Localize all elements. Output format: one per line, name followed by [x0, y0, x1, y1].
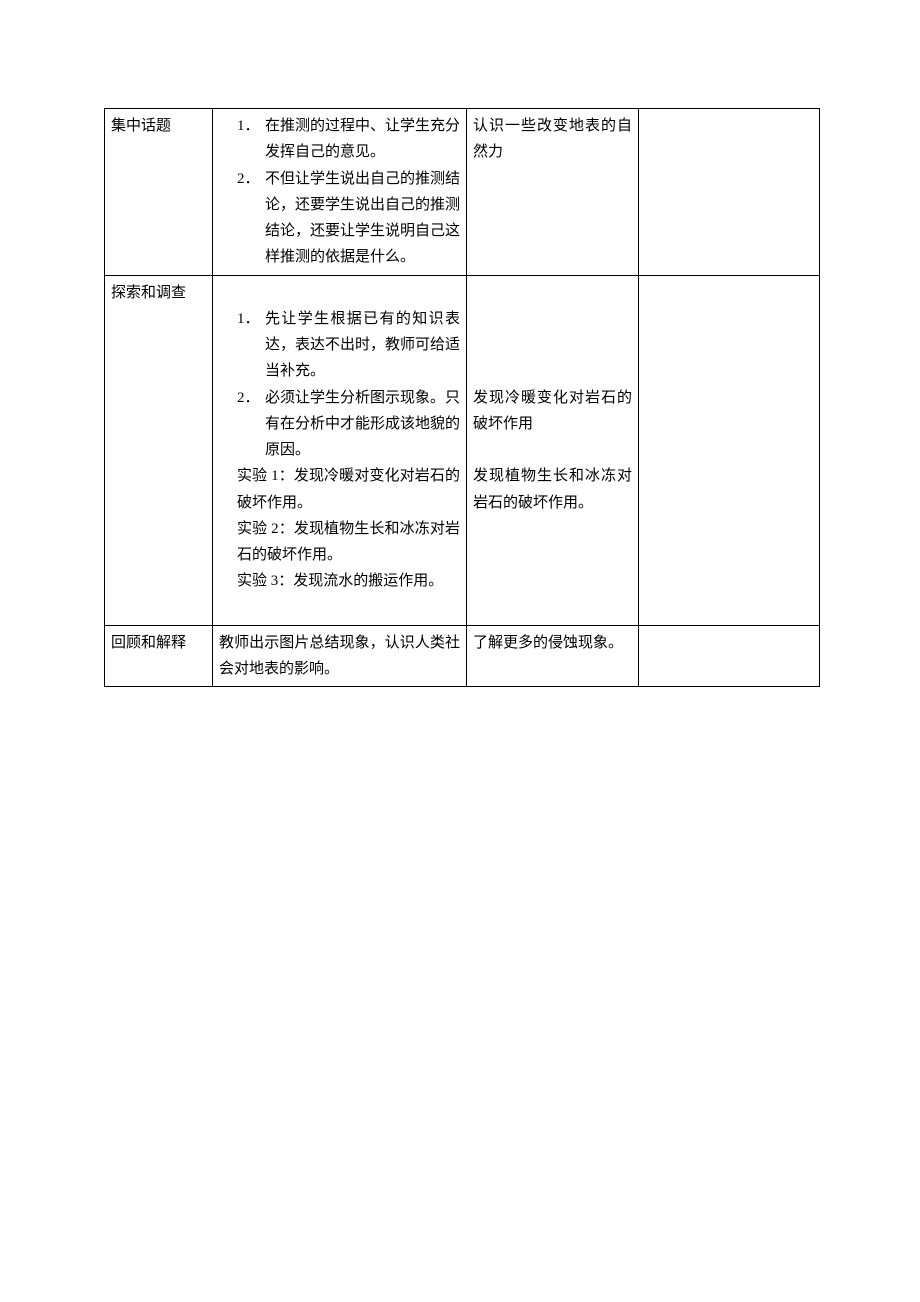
- phase-cell: 探索和调查: [105, 275, 213, 625]
- teacher-activity-cell: 1． 先让学生根据已有的知识表达，表达不出时，教师可给适当补充。 2． 必须让学…: [213, 275, 467, 625]
- student-activity-text: 认识一些改变地表的自然力: [473, 113, 632, 166]
- blank-line: [473, 358, 632, 384]
- student-activity-cell: 了解更多的侵蚀现象。: [467, 625, 639, 687]
- phase-cell: 集中话题: [105, 109, 213, 276]
- student-activity-text: 发现冷暖变化对岩石的破坏作用: [473, 385, 632, 438]
- blank-line: [219, 280, 460, 306]
- blank-line: [473, 437, 632, 463]
- teacher-activity-cell: 1． 在推测的过程中、让学生充分发挥自己的意见。 2． 不但让学生说出自己的推测…: [213, 109, 467, 276]
- table-row: 集中话题 1． 在推测的过程中、让学生充分发挥自己的意见。 2． 不但让学生说出…: [105, 109, 820, 276]
- student-activity-cell: 认识一些改变地表的自然力: [467, 109, 639, 276]
- student-activity-text: 发现植物生长和冰冻对岩石的破坏作用。: [473, 463, 632, 516]
- list-number: 2．: [237, 385, 265, 464]
- phase-label: 探索和调查: [111, 285, 186, 301]
- phase-cell: 回顾和解释: [105, 625, 213, 687]
- phase-label: 集中话题: [111, 118, 171, 134]
- experiment-text: 实验 3：发现流水的搬运作用。: [219, 568, 460, 594]
- list-text: 必须让学生分析图示现象。只有在分析中才能形成该地貌的原因。: [265, 385, 460, 464]
- list-item: 2． 必须让学生分析图示现象。只有在分析中才能形成该地貌的原因。: [219, 385, 460, 464]
- notes-cell: [639, 625, 820, 687]
- table-row: 探索和调查 1． 先让学生根据已有的知识表达，表达不出时，教师可给适当补充。 2…: [105, 275, 820, 625]
- list-item: 2． 不但让学生说出自己的推测结论，还要学生说出自己的推测结论，还要让学生说明自…: [219, 166, 460, 271]
- teacher-activity-cell: 教师出示图片总结现象，认识人类社会对地表的影响。: [213, 625, 467, 687]
- phase-label: 回顾和解释: [111, 635, 186, 651]
- list-item: 1． 在推测的过程中、让学生充分发挥自己的意见。: [219, 113, 460, 166]
- list-text: 在推测的过程中、让学生充分发挥自己的意见。: [265, 113, 460, 166]
- lesson-plan-table: 集中话题 1． 在推测的过程中、让学生充分发挥自己的意见。 2． 不但让学生说出…: [104, 108, 820, 687]
- blank-line: [473, 280, 632, 306]
- teacher-activity-text: 教师出示图片总结现象，认识人类社会对地表的影响。: [219, 630, 460, 683]
- student-activity-cell: 发现冷暖变化对岩石的破坏作用 发现植物生长和冰冻对岩石的破坏作用。: [467, 275, 639, 625]
- notes-cell: [639, 109, 820, 276]
- notes-cell: [639, 275, 820, 625]
- list-item: 1． 先让学生根据已有的知识表达，表达不出时，教师可给适当补充。: [219, 306, 460, 385]
- table-row: 回顾和解释 教师出示图片总结现象，认识人类社会对地表的影响。 了解更多的侵蚀现象…: [105, 625, 820, 687]
- blank-line: [473, 332, 632, 358]
- student-activity-text: 了解更多的侵蚀现象。: [473, 630, 632, 656]
- list-text: 不但让学生说出自己的推测结论，还要学生说出自己的推测结论，还要让学生说明自己这样…: [265, 166, 460, 271]
- experiment-text: 实验 2：发现植物生长和冰冻对岩石的破坏作用。: [219, 516, 460, 569]
- list-number: 2．: [237, 166, 265, 271]
- list-number: 1．: [237, 113, 265, 166]
- experiment-text: 实验 1：发现冷暖对变化对岩石的破坏作用。: [219, 463, 460, 516]
- list-number: 1．: [237, 306, 265, 385]
- list-text: 先让学生根据已有的知识表达，表达不出时，教师可给适当补充。: [265, 306, 460, 385]
- blank-line: [473, 306, 632, 332]
- blank-line: [219, 595, 460, 621]
